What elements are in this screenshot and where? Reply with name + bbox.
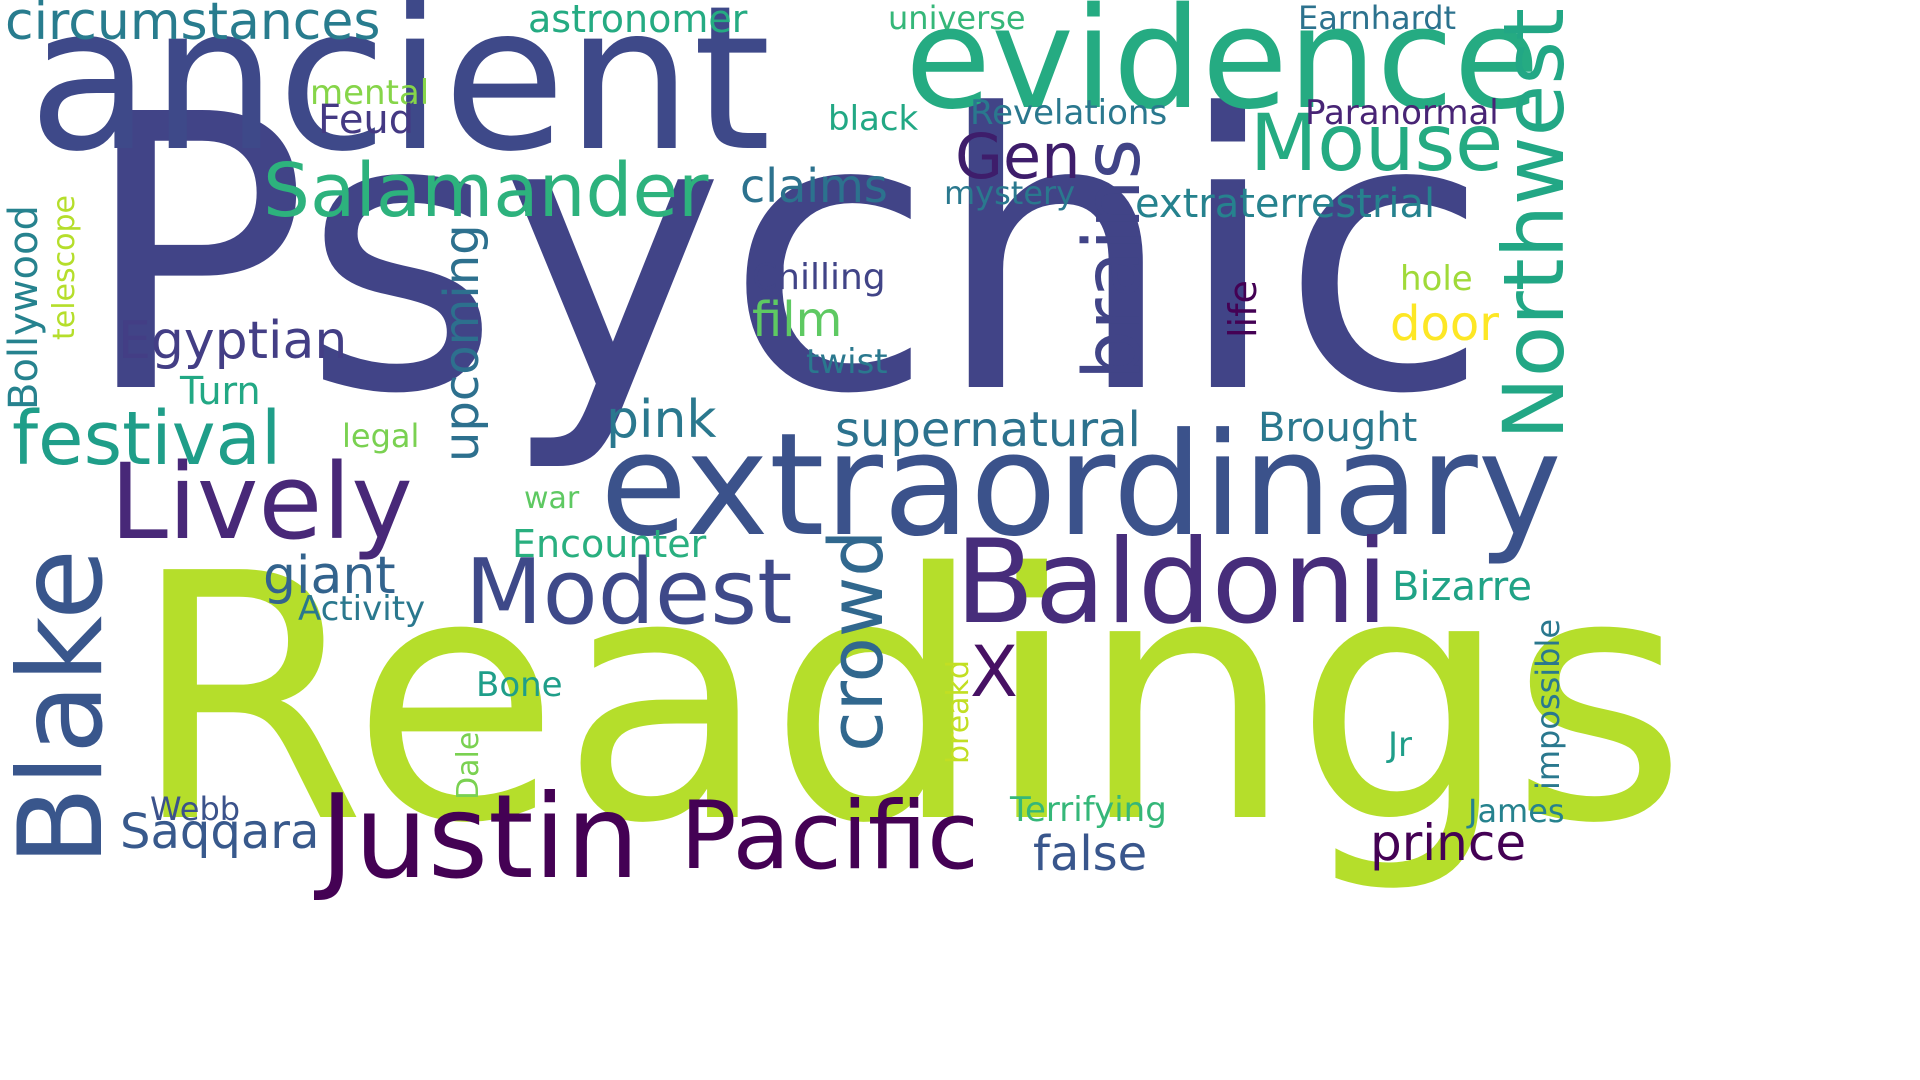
word-james: James bbox=[1468, 792, 1565, 830]
word-black: black bbox=[828, 99, 919, 139]
word-prince: prince bbox=[1370, 814, 1527, 872]
word-supernatural: supernatural bbox=[835, 402, 1141, 458]
word-turn: Turn bbox=[180, 369, 261, 413]
word-breakd: breakd bbox=[941, 660, 976, 764]
word-readings: Readings bbox=[130, 502, 1688, 898]
word-saqqara: Saqqara bbox=[120, 804, 320, 860]
word-mouse: Mouse bbox=[1250, 99, 1504, 189]
word-psychic: Psychic bbox=[80, 34, 1490, 477]
word-feud: Feud bbox=[318, 97, 415, 143]
word-terrifying: Terrifying bbox=[1010, 790, 1167, 830]
word-x: X bbox=[970, 631, 1018, 713]
word-pacific: Pacific bbox=[680, 782, 979, 891]
word-webb: Webb bbox=[150, 790, 241, 828]
word-life: life bbox=[1221, 280, 1265, 338]
word-activity: Activity bbox=[298, 589, 426, 629]
word-brought: Brought bbox=[1258, 405, 1418, 451]
word-jr: Jr bbox=[1388, 725, 1413, 765]
word-encounter: Encounter bbox=[512, 522, 707, 566]
word-bollywood: Bollywood bbox=[1, 205, 47, 410]
word-giant: giant bbox=[263, 546, 396, 606]
word-paranormal: Paranormal bbox=[1305, 93, 1499, 133]
word-upcoming: upcoming bbox=[434, 224, 490, 462]
word-salamander: Salamander bbox=[263, 148, 709, 234]
word-claims: claims bbox=[740, 159, 888, 213]
word-festival: festival bbox=[12, 396, 282, 482]
word-false: false bbox=[1033, 826, 1148, 882]
word-bone: Bone bbox=[476, 665, 563, 705]
word-war: war bbox=[524, 481, 580, 516]
word-film: film bbox=[752, 292, 843, 348]
word-revelations: Revelations bbox=[970, 93, 1168, 133]
word-bizarre: Bizarre bbox=[1392, 564, 1532, 610]
word-earnhardt: Earnhardt bbox=[1298, 0, 1457, 37]
word-hole: hole bbox=[1400, 259, 1473, 299]
word-extraterrestrial: extraterrestrial bbox=[1135, 181, 1436, 227]
word-evidence: evidence bbox=[905, 0, 1540, 141]
word-door: door bbox=[1390, 296, 1499, 352]
word-twist: twist bbox=[806, 342, 888, 382]
word-chilling: Chilling bbox=[752, 257, 886, 298]
word-mystery: mystery bbox=[944, 174, 1076, 212]
word-baldoni: Baldoni bbox=[955, 515, 1389, 650]
word-universe: universe bbox=[888, 0, 1026, 37]
word-impossible: impossible bbox=[1529, 618, 1567, 790]
word-crowd: crowd bbox=[814, 529, 900, 752]
word-legal: legal bbox=[342, 417, 420, 455]
word-astronomer: astronomer bbox=[528, 0, 748, 41]
word-pink: pink bbox=[606, 390, 717, 450]
word-extraordinary: extraordinary bbox=[600, 403, 1562, 568]
word-circumstances: circumstances bbox=[5, 0, 381, 52]
word-justin: Justin bbox=[320, 770, 640, 905]
word-gen: Gen bbox=[955, 120, 1081, 193]
word-dale: Dale bbox=[451, 731, 486, 800]
word-northwest: Northwest bbox=[1485, 7, 1583, 440]
word-ancient: ancient bbox=[28, 0, 772, 196]
word-telescope: telescope bbox=[47, 195, 82, 340]
word-blake: Blake bbox=[0, 548, 129, 866]
word-modest: Modest bbox=[465, 540, 793, 645]
word-lively: Lively bbox=[110, 441, 413, 563]
word-egyptian: Egyptian bbox=[118, 311, 348, 371]
word-brains: brains bbox=[1068, 138, 1158, 380]
word-mental: mental bbox=[310, 73, 430, 113]
